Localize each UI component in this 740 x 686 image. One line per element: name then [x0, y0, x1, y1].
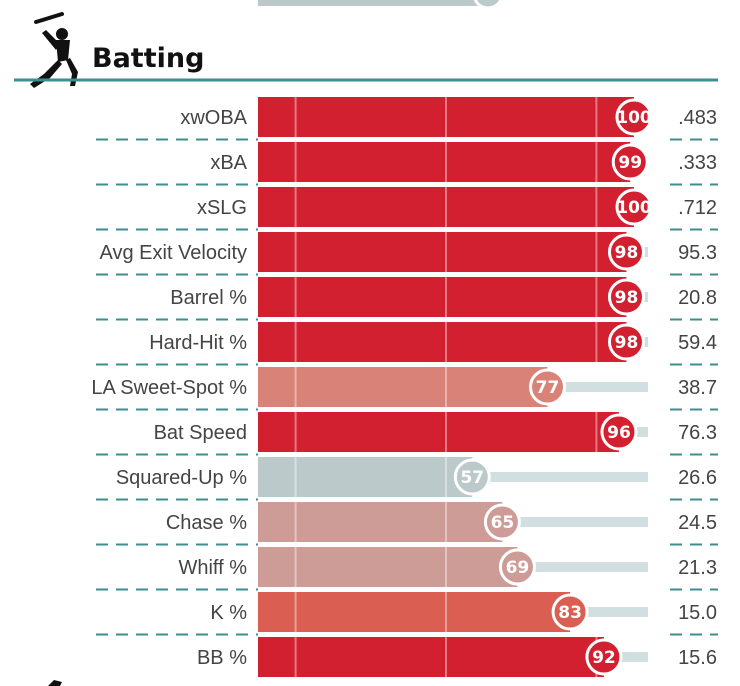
percentile-badge-label: 69	[506, 558, 530, 578]
metric-value: .333	[678, 152, 717, 174]
metric-value: 15.0	[678, 602, 717, 624]
percentile-badge-label: 83	[558, 603, 582, 623]
percentile-badge	[611, 143, 649, 181]
next-section-icon	[48, 680, 62, 686]
percentile-bar	[258, 97, 634, 137]
metric-value: 21.3	[678, 557, 717, 579]
metric-value: 26.6	[678, 467, 717, 489]
section-title: Batting	[92, 43, 204, 74]
metric-label: Chase %	[166, 512, 247, 534]
percentile-badge	[551, 593, 589, 631]
metric-label: BB %	[197, 647, 247, 669]
metric-row: 100 xSLG .712	[96, 183, 718, 227]
metric-row: 100 xwOBA .483	[180, 97, 717, 137]
percentile-bar	[258, 637, 604, 677]
metric-label: xBA	[210, 152, 247, 174]
metric-label: LA Sweet-Spot %	[91, 377, 247, 399]
metric-label: Squared-Up %	[116, 467, 247, 489]
percentile-badge	[600, 413, 638, 451]
metric-row: 98 Avg Exit Velocity 95.3	[96, 228, 718, 272]
metric-value: 95.3	[678, 242, 717, 264]
percentile-badge	[615, 98, 653, 136]
metric-row: 96 Bat Speed 76.3	[96, 408, 718, 452]
percentile-badge	[529, 368, 567, 406]
percentile-badge-label: 99	[618, 153, 642, 173]
metric-label: Hard-Hit %	[149, 332, 247, 354]
percentile-bar	[258, 277, 627, 317]
metric-label: Whiff %	[178, 557, 247, 579]
metric-row: 92 BB % 15.6	[96, 633, 718, 677]
metric-value: 59.4	[678, 332, 717, 354]
percentile-bar	[258, 322, 627, 362]
metric-label: Avg Exit Velocity	[100, 242, 247, 264]
percentile-badge-label: 98	[615, 288, 639, 308]
percentile-badge	[607, 323, 645, 361]
percentile-bar	[258, 412, 619, 452]
metric-value: 15.6	[678, 647, 717, 669]
percentile-bar	[258, 547, 518, 587]
percentile-badge-label: 100	[616, 198, 652, 218]
percentile-badge-label: 100	[616, 108, 652, 128]
batter-icon	[30, 12, 78, 88]
percentile-bar	[258, 232, 627, 272]
percentile-badge	[607, 278, 645, 316]
percentile-bar	[258, 457, 473, 497]
metric-row: 69 Whiff % 21.3	[96, 543, 718, 587]
metric-row: 98 Hard-Hit % 59.4	[96, 318, 718, 362]
metric-label: Bat Speed	[154, 422, 247, 444]
metric-value: .483	[678, 107, 717, 129]
percentile-badge	[483, 503, 521, 541]
metric-row: 65 Chase % 24.5	[96, 498, 718, 542]
metric-value: 20.8	[678, 287, 717, 309]
percentile-badge-label: 92	[592, 648, 616, 668]
metric-row: 77 LA Sweet-Spot % 38.7	[91, 363, 718, 407]
percentile-bar	[258, 187, 634, 227]
metric-label: xSLG	[197, 197, 247, 219]
metric-value: 38.7	[678, 377, 717, 399]
metric-row: 83 K % 15.0	[96, 588, 718, 632]
metric-row: 99 xBA .333	[96, 138, 718, 182]
percentile-badge	[607, 233, 645, 271]
percentile-bar	[258, 502, 503, 542]
percentile-badge	[453, 458, 491, 496]
metric-value: 24.5	[678, 512, 717, 534]
percentile-badge-label: 57	[460, 468, 484, 488]
percentile-badge-label: 96	[607, 423, 631, 443]
percentile-badge	[615, 188, 653, 226]
metric-label: xwOBA	[180, 107, 247, 129]
metric-row: 57 Squared-Up % 26.6	[96, 453, 718, 497]
percentile-badge-label: 65	[491, 513, 515, 533]
percentile-badge	[498, 548, 536, 586]
previous-section-bar	[258, 0, 503, 10]
metric-row: 98 Barrel % 20.8	[96, 273, 718, 317]
percentile-badge-label: 98	[615, 333, 639, 353]
percentile-bar	[258, 592, 571, 632]
percentile-badge-label: 77	[536, 378, 560, 398]
percentile-bar	[258, 142, 631, 182]
percentile-badge-label: 98	[615, 243, 639, 263]
metric-label: K %	[210, 602, 247, 624]
metric-value: 76.3	[678, 422, 717, 444]
metric-label: Barrel %	[170, 287, 247, 309]
percentile-bar	[258, 367, 548, 407]
metric-value: .712	[678, 197, 717, 219]
percentile-badge	[585, 638, 623, 676]
